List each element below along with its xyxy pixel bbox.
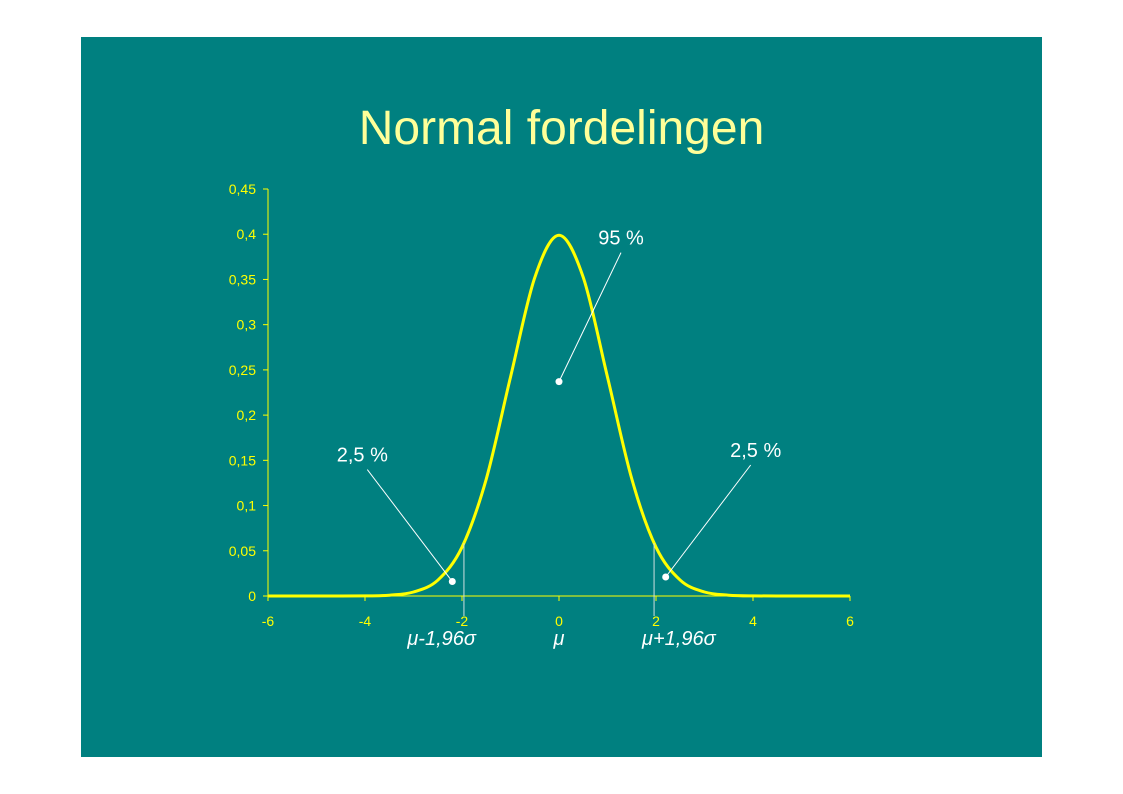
- x-tick-label: -2: [456, 613, 469, 629]
- mu-marker-label: μ+1,96σ: [641, 628, 717, 650]
- chart-axes: 0 0,05 0,1 0,15 0,2 0,25 0,3 0,35 0,4 0,45 -6 -4 -2 0…: [229, 181, 854, 629]
- annotation-label: 95 %: [598, 228, 644, 250]
- mu-marker-label: μ: [553, 628, 565, 650]
- y-tick-label: 0,3: [237, 317, 257, 333]
- x-tick-label: -4: [359, 613, 372, 629]
- y-tick-label: 0,15: [229, 452, 256, 468]
- callout-line: [366, 469, 453, 582]
- y-tick-label: 0,1: [237, 498, 257, 514]
- plot-area: [267, 233, 850, 616]
- annotation-label: 2,5 %: [337, 445, 388, 467]
- y-tick-label: 0: [248, 588, 256, 604]
- annotation-label: 2,5 %: [730, 440, 781, 462]
- slide: Normal fordelingen 0 0,05 0,1 0,15 0,2 0,25 0,…: [81, 37, 1042, 757]
- x-tick-label: 6: [846, 613, 854, 629]
- y-tick-label: 0,35: [229, 271, 256, 287]
- series-line: [267, 233, 850, 598]
- normal-distribution-chart: 0 0,05 0,1 0,15 0,2 0,25 0,3 0,35 0,4 0,45 -6 -4 -2 0…: [229, 181, 854, 650]
- y-tick-label: 0,4: [237, 226, 257, 242]
- y-tick-label: 0,2: [237, 407, 257, 423]
- callout-line: [558, 252, 622, 382]
- x-tick-label: 0: [555, 613, 563, 629]
- x-tick-label: 2: [652, 613, 660, 629]
- callout-point: [448, 578, 456, 586]
- callout-line: [665, 464, 752, 578]
- callout-point: [662, 573, 670, 581]
- y-tick-label: 0,25: [229, 362, 256, 378]
- x-tick-label: -6: [262, 613, 275, 629]
- y-tick-label: 0,45: [229, 181, 256, 197]
- callout-point: [555, 378, 563, 386]
- annotations: 95 % 2,5 % 2,5 % μ-1,96σ μ μ+1,96σ: [337, 228, 782, 650]
- x-tick-label: 4: [749, 613, 757, 629]
- mu-marker-label: μ-1,96σ: [406, 628, 477, 650]
- page-title: Normal fordelingen: [358, 102, 765, 155]
- y-tick-label: 0,05: [229, 543, 256, 559]
